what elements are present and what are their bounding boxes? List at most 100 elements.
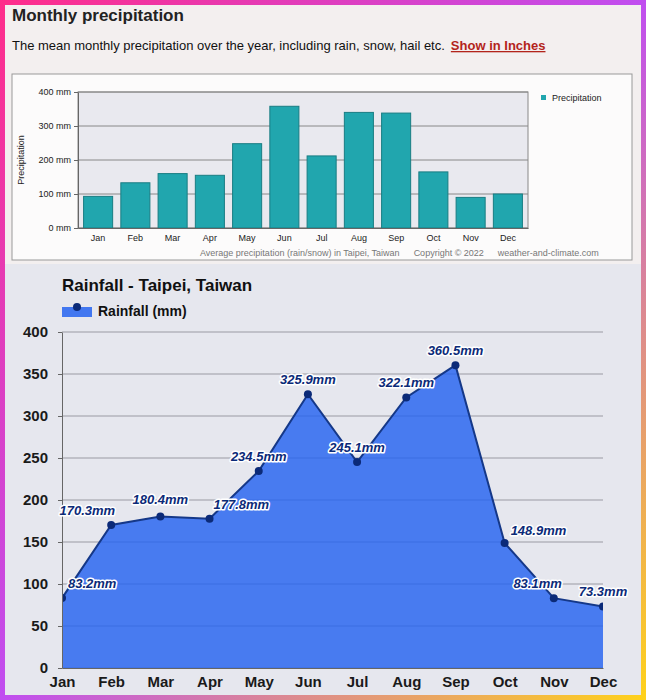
y-axis: 0 mm 100 mm 200 mm 300 mm 400 mm: [38, 87, 78, 233]
tick-label: 400: [23, 323, 48, 340]
grid-line: [78, 126, 528, 127]
tick-label: 50: [31, 617, 48, 634]
bar: [121, 183, 150, 228]
tick-label: Sep: [388, 233, 404, 243]
tick: Jul: [347, 673, 369, 690]
bar: [493, 194, 522, 228]
tick: Jul: [316, 233, 328, 243]
axis-line: [78, 93, 79, 229]
title: Monthly precipitation: [12, 6, 184, 25]
tick-label: 300: [23, 407, 48, 424]
bar: [456, 197, 485, 228]
bar: [344, 112, 373, 228]
legend-label: Rainfall (mm): [98, 303, 187, 319]
tick-label: Nov: [463, 233, 480, 243]
data-label: 177.8mm: [214, 497, 270, 512]
tick-mark: [74, 228, 78, 229]
legend-swatch: [541, 95, 546, 100]
tick: Mar: [165, 233, 181, 243]
tick-label: Jun: [295, 673, 322, 690]
grid-line: [78, 160, 528, 161]
x-axis: JanFebMarAprMayJunJulAugSepOctNovDec: [50, 669, 618, 690]
tick-mark: [74, 126, 78, 127]
series-group: [62, 361, 603, 668]
axis-title: Precipitation: [16, 135, 26, 185]
tick: 100: [23, 575, 62, 592]
data-label: 245.1mm: [328, 440, 385, 455]
tick-label: Apr: [203, 233, 217, 243]
marker: [255, 467, 263, 475]
bar: [270, 106, 299, 228]
tick-label: 100 mm: [38, 189, 71, 199]
tick-label: 250: [23, 449, 48, 466]
tick: Apr: [197, 673, 223, 690]
line: [62, 365, 603, 606]
tick-label: 300 mm: [38, 121, 71, 131]
tick-mark: [74, 194, 78, 195]
tick-mark: [58, 416, 62, 417]
tick: 100 mm: [38, 189, 78, 199]
tick: 300: [23, 407, 62, 424]
tick-label: Apr: [197, 673, 223, 690]
tick-mark: [58, 374, 62, 375]
marker: [501, 539, 509, 547]
caption-text: Average precipitation (rain/snow) in Tai…: [200, 248, 400, 258]
tick-label: Aug: [392, 673, 421, 690]
bar: [419, 172, 448, 228]
tick-label: Mar: [148, 673, 175, 690]
tick: Jan: [50, 673, 76, 690]
tick-label: 200: [23, 491, 48, 508]
marker: [599, 602, 603, 610]
caption-text: weather-and-climate.com: [497, 248, 599, 258]
tick-label: Dec: [590, 673, 618, 690]
tick: Jun: [277, 233, 292, 243]
tick-mark: [74, 92, 78, 93]
bar: [195, 175, 224, 228]
bar: [84, 196, 113, 228]
legend: Rainfall (mm): [62, 303, 187, 319]
tick: Mar: [148, 673, 175, 690]
marker: [304, 390, 312, 398]
tick-label: 350: [23, 365, 48, 382]
tick-label: Jan: [91, 233, 106, 243]
tick-mark: [58, 542, 62, 543]
tick-mark: [58, 332, 62, 333]
title: Rainfall - Taipei, Taiwan: [62, 276, 252, 295]
marker: [402, 393, 410, 401]
tick-label: May: [239, 233, 257, 243]
tick-label: 0 mm: [49, 223, 72, 233]
tick: Dec: [500, 233, 517, 243]
tick: 300 mm: [38, 121, 78, 131]
data-label: 325.9mm: [280, 372, 336, 387]
background: [5, 5, 641, 695]
tick: 400 mm: [38, 87, 78, 97]
tick-label: 200 mm: [38, 155, 71, 165]
tick: Oct: [426, 233, 441, 243]
tick-label: Aug: [351, 233, 367, 243]
tick: Nov: [540, 673, 569, 690]
tick: 200: [23, 491, 62, 508]
data-label: 83.2mm: [68, 576, 117, 591]
link[interactable]: Show in Inches: [451, 38, 546, 53]
tick-label: Dec: [500, 233, 517, 243]
tick-label: 0: [40, 659, 48, 676]
axis-line: [79, 228, 529, 229]
marker: [156, 512, 164, 520]
tick: 350: [23, 365, 62, 382]
tick: 0 mm: [49, 223, 79, 233]
tick-mark: [58, 668, 62, 669]
tick-label: Jun: [277, 233, 292, 243]
caption: Average precipitation (rain/snow) in Tai…: [200, 248, 599, 258]
plot-area: [78, 92, 528, 228]
panel-background: [5, 264, 641, 695]
frame: [0, 0, 646, 700]
data-label: 322.1mm: [378, 375, 434, 390]
subtitle: The mean monthly precipitation over the …: [12, 38, 445, 53]
y-axis: 050100150200250300350400: [23, 323, 63, 676]
tick-mark: [58, 584, 62, 585]
data-label: 73.3mm: [579, 584, 628, 599]
data-label: 148.9mm: [511, 523, 567, 538]
data-label: 170.3mm: [60, 503, 116, 518]
tick: Feb: [98, 673, 125, 690]
tick-label: Feb: [98, 673, 125, 690]
